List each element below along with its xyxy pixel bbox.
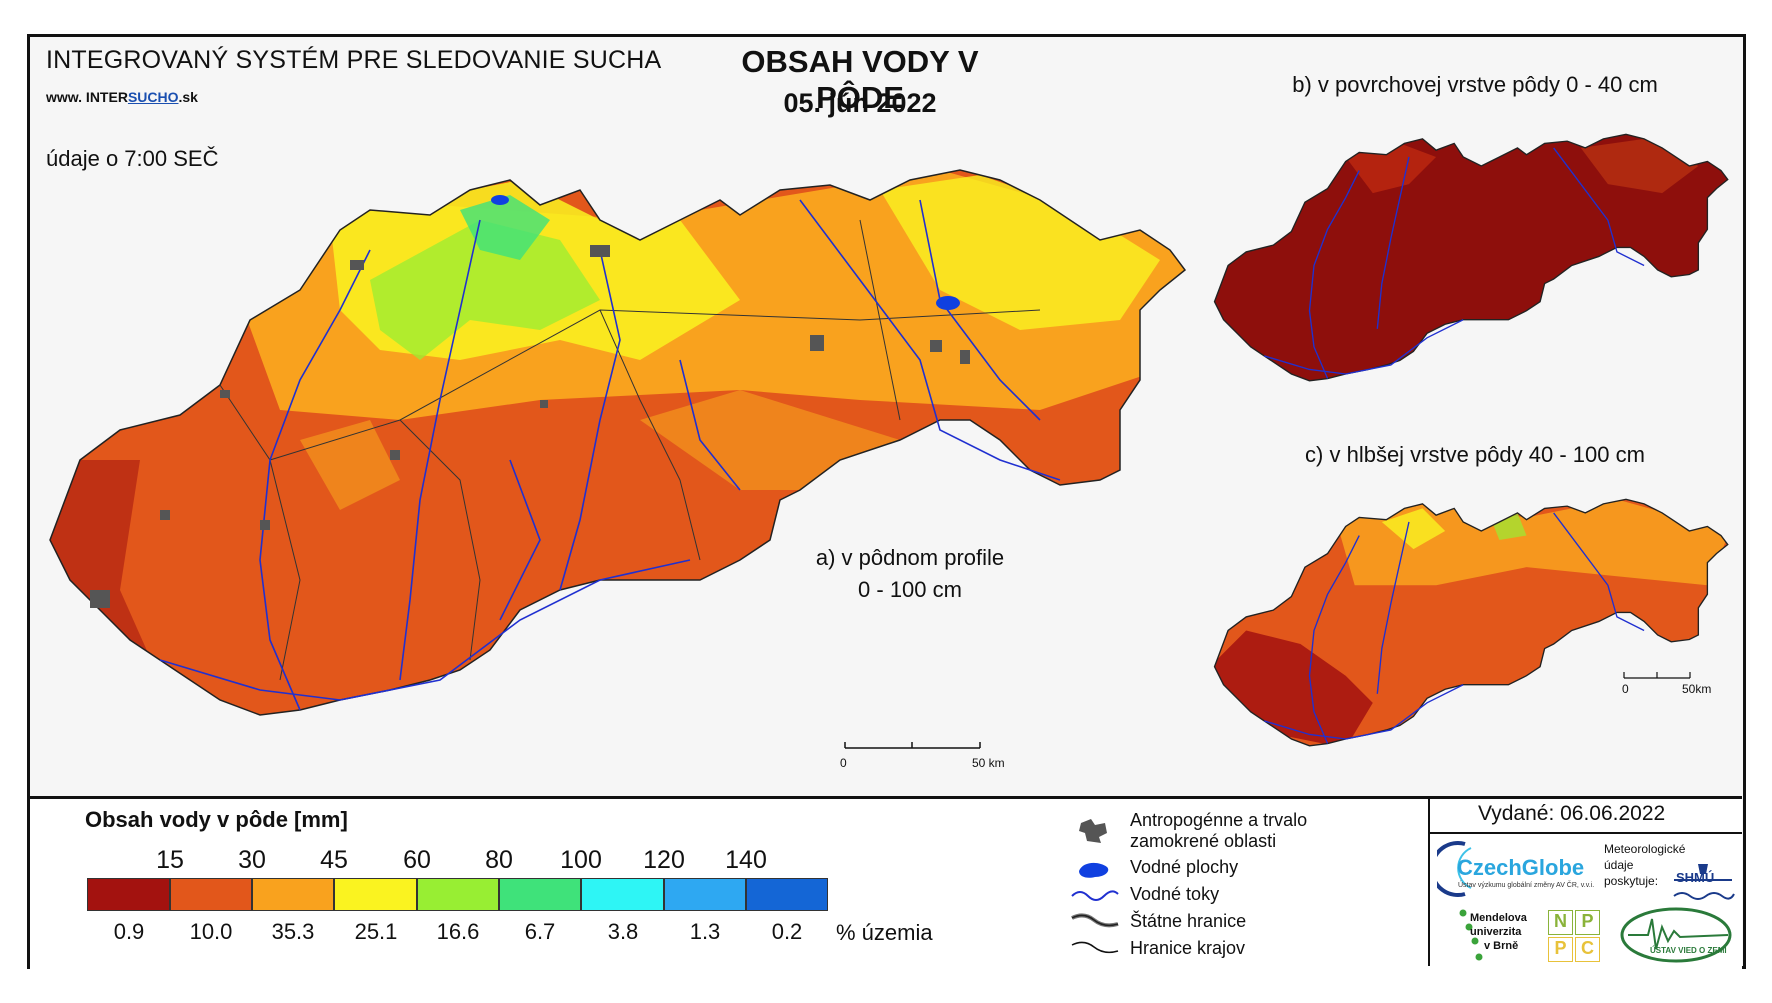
legend-swatch-0 [87, 878, 170, 911]
symbol-region-border: Hranice krajov [1130, 938, 1246, 958]
legend-percent: 35.3 [271, 919, 315, 944]
legend-threshold: 120 [643, 846, 685, 874]
main-scale-bar [844, 742, 981, 749]
panel-b-label: b) v povrchovej vrstve pôdy 0 - 40 cm [1292, 72, 1658, 97]
nppc-letter: C [1575, 937, 1600, 962]
legend-swatch-2 [252, 878, 334, 911]
region-border-icon [1071, 941, 1119, 954]
legend-percent: 25.1 [354, 919, 398, 944]
main-map-0-100cm [49, 169, 1187, 716]
footer-divider [1428, 796, 1430, 966]
meteo-line3: poskytuje: [1604, 874, 1659, 888]
state-border-icon [1071, 913, 1119, 928]
time-note: údaje o 7:00 SEČ [46, 146, 219, 171]
legend-swatch-1 [170, 878, 252, 911]
legend-threshold: 100 [560, 846, 602, 874]
issued-underline [1430, 832, 1742, 834]
mendel-logo-icon [1459, 909, 1483, 961]
mendel-line2: univerzita [1470, 926, 1522, 938]
small-scale-zero: 0 [1622, 682, 1629, 696]
water-body-icon [1079, 862, 1109, 878]
legend-title: Obsah vody v pôde [mm] [85, 807, 348, 832]
website-suffix: .sk [178, 89, 198, 105]
legend-threshold: 30 [238, 846, 266, 874]
symbol-water-streams: Vodné toky [1130, 884, 1220, 904]
map-title: OBSAH VODY V PÔDE [741, 44, 979, 115]
nppc-letter: N [1548, 910, 1573, 935]
czechglobe-logo-icon [1437, 841, 1472, 897]
symbol-state-border: Štátne hranice [1130, 911, 1247, 931]
legend-percent: 0.2 [771, 919, 803, 944]
legend-percent: 3.8 [607, 919, 639, 944]
legend-swatch-3 [334, 878, 417, 911]
panel-a-label-line2: 0 - 100 cm [858, 577, 962, 602]
nppc-letter: P [1548, 937, 1573, 962]
legend-percent-unit: % územia [836, 920, 933, 945]
symbol-water-bodies: Vodné plochy [1130, 857, 1239, 877]
meteo-line1: Meteorologické [1604, 842, 1686, 856]
map-date: 05. jún 2022 [783, 88, 937, 118]
system-title: INTEGROVANÝ SYSTÉM PRE SLEDOVANIE SUCHA [46, 46, 662, 74]
legend-percent: 0.9 [113, 919, 145, 944]
legend-threshold: 45 [320, 846, 348, 874]
legend-swatch-5 [499, 878, 581, 911]
anthropogenic-area-icon [1079, 819, 1107, 843]
legend-swatch-4 [417, 878, 499, 911]
legend-percent: 16.6 [436, 919, 480, 944]
legend-threshold: 15 [156, 846, 184, 874]
legend-percent: 10.0 [189, 919, 233, 944]
small-scale-bar [1623, 672, 1691, 679]
czechglobe-name: CzechGlobe [1457, 855, 1585, 880]
legend-swatch-7 [664, 878, 746, 911]
mendel-line3: v Brně [1484, 940, 1519, 952]
small-scale-end: 50km [1682, 682, 1712, 696]
website-link[interactable]: www. INTERSUCHO.sk [46, 89, 198, 105]
legend-threshold: 140 [725, 846, 767, 874]
panel-a-label-line1: a) v pôdnom profile [815, 545, 1005, 570]
legend-swatch-8 [746, 878, 828, 911]
uvz-logo-icon [1620, 907, 1732, 963]
meteo-line2: údaje [1604, 858, 1634, 872]
czechglobe-subtitle: Ústav výzkumu globální změny AV ČR, v.v.… [1458, 882, 1595, 889]
main-scale-zero: 0 [840, 756, 847, 770]
uvz-name: ÚSTAV VIED O ZEMI [1650, 946, 1727, 955]
legend-threshold: 60 [403, 846, 431, 874]
panel-c-label: c) v hlbšej vrstve pôdy 40 - 100 cm [1305, 442, 1645, 467]
water-stream-icon [1071, 890, 1119, 901]
legend-percent: 1.3 [689, 919, 721, 944]
symbol-anthropogenic-line2: zamokrené oblasti [1130, 831, 1277, 851]
legend-swatch-6 [581, 878, 664, 911]
website-prefix: www. INTER [46, 89, 128, 105]
panel-b-map-0-40cm [1213, 133, 1729, 382]
shmu-name: SHMÚ [1676, 870, 1715, 885]
issued-date: Vydané: 06.06.2022 [1478, 802, 1666, 825]
nppc-letter: P [1575, 910, 1600, 935]
nppc-logo: N P P C [1548, 910, 1600, 962]
legend-percent: 6.7 [524, 919, 556, 944]
shmu-logo-icon [1673, 864, 1735, 900]
legend-threshold: 80 [485, 846, 513, 874]
main-scale-end: 50 km [972, 756, 1005, 770]
symbol-anthropogenic-line1: Antropogénne a trvalo [1130, 810, 1308, 830]
panel-c-map-40-100cm [1213, 498, 1729, 747]
website-underlined: SUCHO [127, 89, 179, 105]
mendel-line1: Mendelova [1470, 912, 1527, 924]
